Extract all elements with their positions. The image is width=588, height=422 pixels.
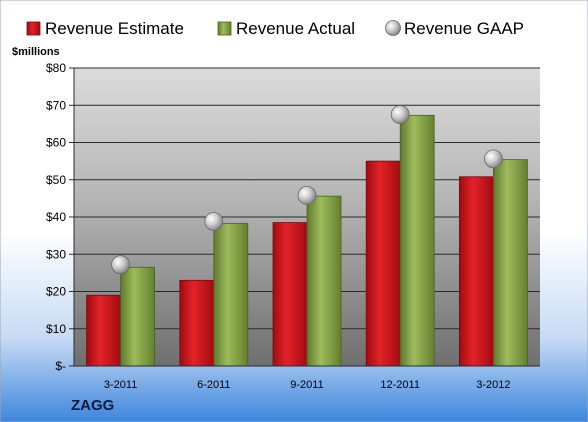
bar-revenue-estimate <box>272 222 308 367</box>
bar-revenue-actual <box>120 266 155 367</box>
legend-swatch <box>217 21 232 36</box>
y-tick-label: $- <box>55 359 66 373</box>
y-tick-label: $50 <box>46 173 66 187</box>
y-tick-label: $10 <box>46 322 66 336</box>
bar-revenue-estimate <box>458 176 494 367</box>
bar-revenue-estimate <box>86 294 121 367</box>
x-tick-label: 12-2011 <box>380 379 420 391</box>
x-tick-label: 6-2011 <box>197 379 230 391</box>
y-tick-label: $30 <box>46 247 66 261</box>
legend-swatch <box>385 20 401 36</box>
marker-revenue-gaap <box>111 255 130 275</box>
y-tick-label: $60 <box>46 136 66 150</box>
y-unit-label: $millions <box>12 46 60 58</box>
y-tick-label: $40 <box>46 210 66 224</box>
bar-revenue-actual <box>492 159 528 367</box>
marker-revenue-gaap <box>297 185 317 205</box>
legend-swatch <box>26 21 41 36</box>
legend-label: Revenue Actual <box>236 19 355 38</box>
bar-revenue-estimate <box>365 160 401 367</box>
x-tick-label: 3-2012 <box>476 379 510 391</box>
marker-revenue-gaap <box>390 105 410 124</box>
marker-revenue-gaap <box>204 212 224 231</box>
x-tick-label: 3-2011 <box>104 379 137 391</box>
y-tick-label: $20 <box>46 285 66 299</box>
y-tick-label: $70 <box>46 98 66 112</box>
bar-revenue-actual <box>399 114 435 367</box>
y-tick-label: $80 <box>46 61 66 75</box>
bar-revenue-actual <box>306 195 342 367</box>
legend-label: Revenue Estimate <box>45 19 184 38</box>
x-tick-label: 9-2011 <box>290 379 323 391</box>
bar-revenue-actual <box>213 222 249 367</box>
bar-revenue-estimate <box>179 279 215 367</box>
company-label: ZAGG <box>71 397 115 414</box>
legend-label: Revenue GAAP <box>404 19 524 38</box>
marker-revenue-gaap <box>483 149 503 169</box>
